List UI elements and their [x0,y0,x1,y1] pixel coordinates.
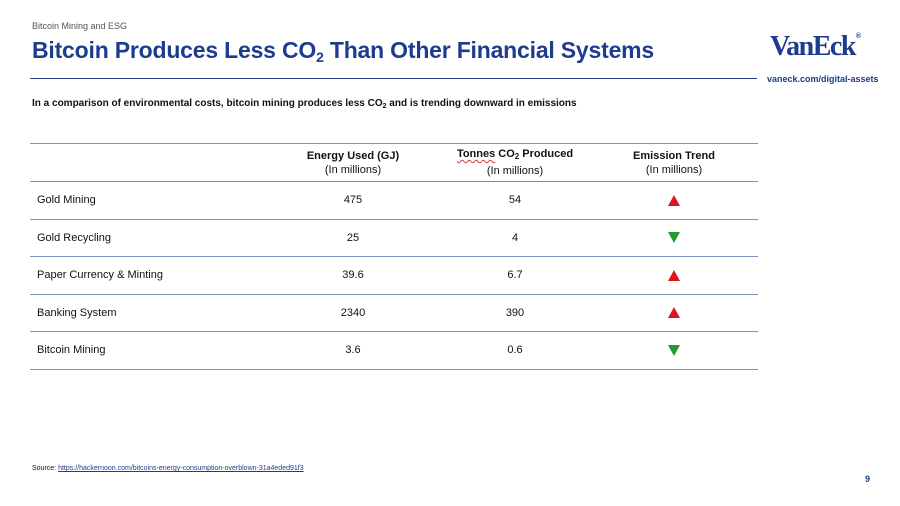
section-label: Bitcoin Mining and ESG [32,21,128,31]
header-tonnes-word: Tonnes [456,148,496,160]
header-tonnes-produced: Produced [519,148,574,160]
header-energy-title: Energy Used (GJ) [306,149,400,162]
header-tonnes-unit: (In millions) [486,165,544,177]
page-number: 9 [865,474,871,484]
table-row: Gold Recycling 25 4 [30,220,758,257]
row-tonnes: 390 [505,306,525,319]
subtitle-post: and is trending downward in emissions [386,98,577,109]
header-trend-unit: (In millions) [645,163,703,176]
row-energy: 25 [346,231,360,244]
table-row: Banking System 2340 390 [30,295,758,332]
row-energy: 39.6 [342,269,364,282]
source-link[interactable]: https://hackernoon.com/bitcoins-energy-c… [58,465,304,472]
logo-registered-mark: ® [855,33,862,40]
row-tonnes: 6.7 [507,269,523,282]
table-header-row: Energy Used (GJ) (In millions) Tonnes CO… [30,144,758,182]
row-tonnes: 0.6 [507,344,523,357]
table-top-rule [30,143,758,144]
header-label-cell [37,144,257,181]
vaneck-logo: VanEck® [770,33,861,61]
title-rest: Than Other Financial Systems [323,37,655,63]
row-trend [590,182,758,219]
row-energy: 3.6 [345,344,361,357]
row-label: Gold Recycling [37,231,111,244]
trend-down-icon [668,232,680,244]
header-tonnes-co: CO [495,148,515,160]
title-subscript: 2 [316,49,324,65]
header-trend: Emission Trend (In millions) [590,144,758,181]
trend-up-icon [668,194,680,206]
row-label: Bitcoin Mining [37,344,106,357]
source-label: Source: [32,465,59,472]
page-title: Bitcoin Produces Less CO2 Than Other Fin… [32,37,654,65]
trend-up-icon [668,269,680,281]
row-trend [590,295,758,332]
trend-up-icon [668,307,680,319]
row-energy: 2340 [340,306,366,319]
header-energy-unit: (In millions) [324,163,382,176]
row-trend [590,220,758,257]
row-label: Paper Currency & Minting [37,269,163,282]
row-tonnes: 54 [508,194,522,207]
header-trend-title: Emission Trend [633,149,715,162]
header-tonnes-subscript: 2 [514,152,520,161]
header-tonnes-title: Tonnes CO2 Produced [457,147,573,164]
subtitle: In a comparison of environmental costs, … [32,98,577,110]
table-row: Bitcoin Mining 3.6 0.6 [30,332,758,370]
row-tonnes: 4 [511,231,519,244]
source-note: Source: https://hackernoon.com/bitcoins-… [32,465,304,472]
row-label: Gold Mining [37,194,96,207]
row-trend [590,257,758,294]
row-label: Banking System [37,306,117,319]
title-main: Bitcoin Produces Less CO [32,37,317,63]
site-link[interactable]: vaneck.com/digital-assets [767,74,879,84]
header-energy: Energy Used (GJ) (In millions) [266,144,440,181]
logo-text: VanEck [770,31,856,62]
title-divider [30,78,757,79]
subtitle-pre: In a comparison of environmental costs, … [32,98,383,109]
trend-down-icon [668,344,680,356]
emissions-table: Energy Used (GJ) (In millions) Tonnes CO… [30,143,758,370]
header-tonnes: Tonnes CO2 Produced (In millions) [440,144,590,181]
row-energy: 475 [343,194,363,207]
subtitle-subscript: 2 [382,103,387,110]
table-row: Paper Currency & Minting 39.6 6.7 [30,257,758,295]
table-row: Gold Mining 475 54 [30,182,758,220]
row-trend [590,332,758,369]
